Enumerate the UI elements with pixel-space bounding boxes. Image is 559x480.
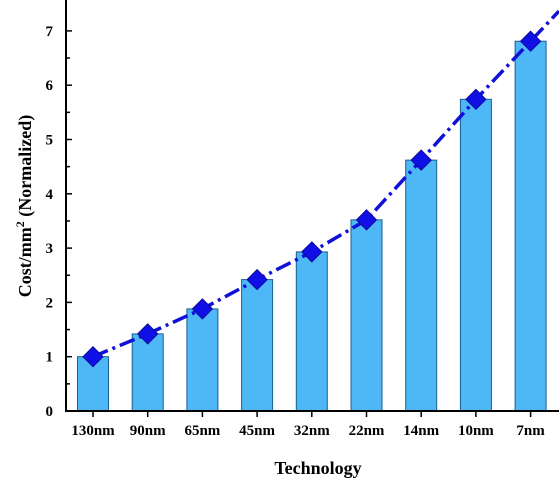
y-axis-title-sup: 2 bbox=[13, 221, 27, 227]
x-tick-label-130nm: 130nm bbox=[71, 423, 115, 439]
y-tick-label-5: 5 bbox=[46, 133, 54, 149]
y-tick-label-1: 1 bbox=[46, 350, 54, 366]
y-axis-title-main: Cost/mm bbox=[15, 227, 35, 297]
y-tick-label-7: 7 bbox=[46, 24, 54, 40]
trend-line bbox=[92, 9, 559, 359]
marker-14nm bbox=[410, 149, 432, 171]
markers-group bbox=[82, 30, 542, 368]
bar-65nm bbox=[186, 308, 219, 412]
marker-130nm bbox=[82, 345, 104, 368]
marker-7nm bbox=[519, 30, 542, 52]
marker-32nm bbox=[301, 241, 323, 263]
x-tick-label-10nm: 10nm bbox=[458, 423, 494, 439]
bar-10nm bbox=[459, 98, 492, 412]
bars-group bbox=[77, 40, 547, 412]
x-ticks-group: 130nm 90nm 65nm 45nm 32nm 22nm 14nm 10nm 7nm bbox=[71, 411, 545, 439]
marker-65nm bbox=[191, 298, 214, 320]
marker-22nm bbox=[355, 209, 378, 231]
x-axis-title: Technology bbox=[274, 458, 361, 478]
y-tick-label-4: 4 bbox=[46, 187, 54, 203]
y-ticks-group: 0 1 2 3 4 5 6 7 bbox=[46, 24, 72, 420]
bar-22nm bbox=[350, 219, 383, 412]
y-axis-title: Cost/mm2 (Normalized) bbox=[13, 115, 36, 297]
y-axis-title-tail: (Normalized) bbox=[15, 115, 36, 221]
bar-7nm bbox=[514, 40, 547, 412]
x-tick-label-14nm: 14nm bbox=[403, 423, 439, 439]
bar-90nm bbox=[131, 333, 164, 412]
y-tick-label-6: 6 bbox=[46, 78, 54, 94]
marker-45nm bbox=[246, 268, 268, 291]
x-tick-label-45nm: 45nm bbox=[239, 423, 275, 439]
bar-45nm bbox=[241, 279, 274, 412]
x-tick-label-7nm: 7nm bbox=[516, 423, 545, 439]
x-tick-label-65nm: 65nm bbox=[184, 423, 220, 439]
x-tick-label-90nm: 90nm bbox=[130, 423, 166, 439]
bar-32nm bbox=[295, 251, 328, 412]
marker-90nm bbox=[136, 323, 159, 345]
y-tick-label-0: 0 bbox=[46, 404, 54, 420]
y-tick-label-3: 3 bbox=[46, 241, 54, 257]
marker-10nm bbox=[465, 88, 487, 111]
x-tick-label-32nm: 32nm bbox=[294, 423, 330, 439]
x-tick-label-22nm: 22nm bbox=[349, 423, 385, 439]
y-tick-label-2: 2 bbox=[46, 295, 54, 311]
bar-14nm bbox=[405, 159, 438, 412]
